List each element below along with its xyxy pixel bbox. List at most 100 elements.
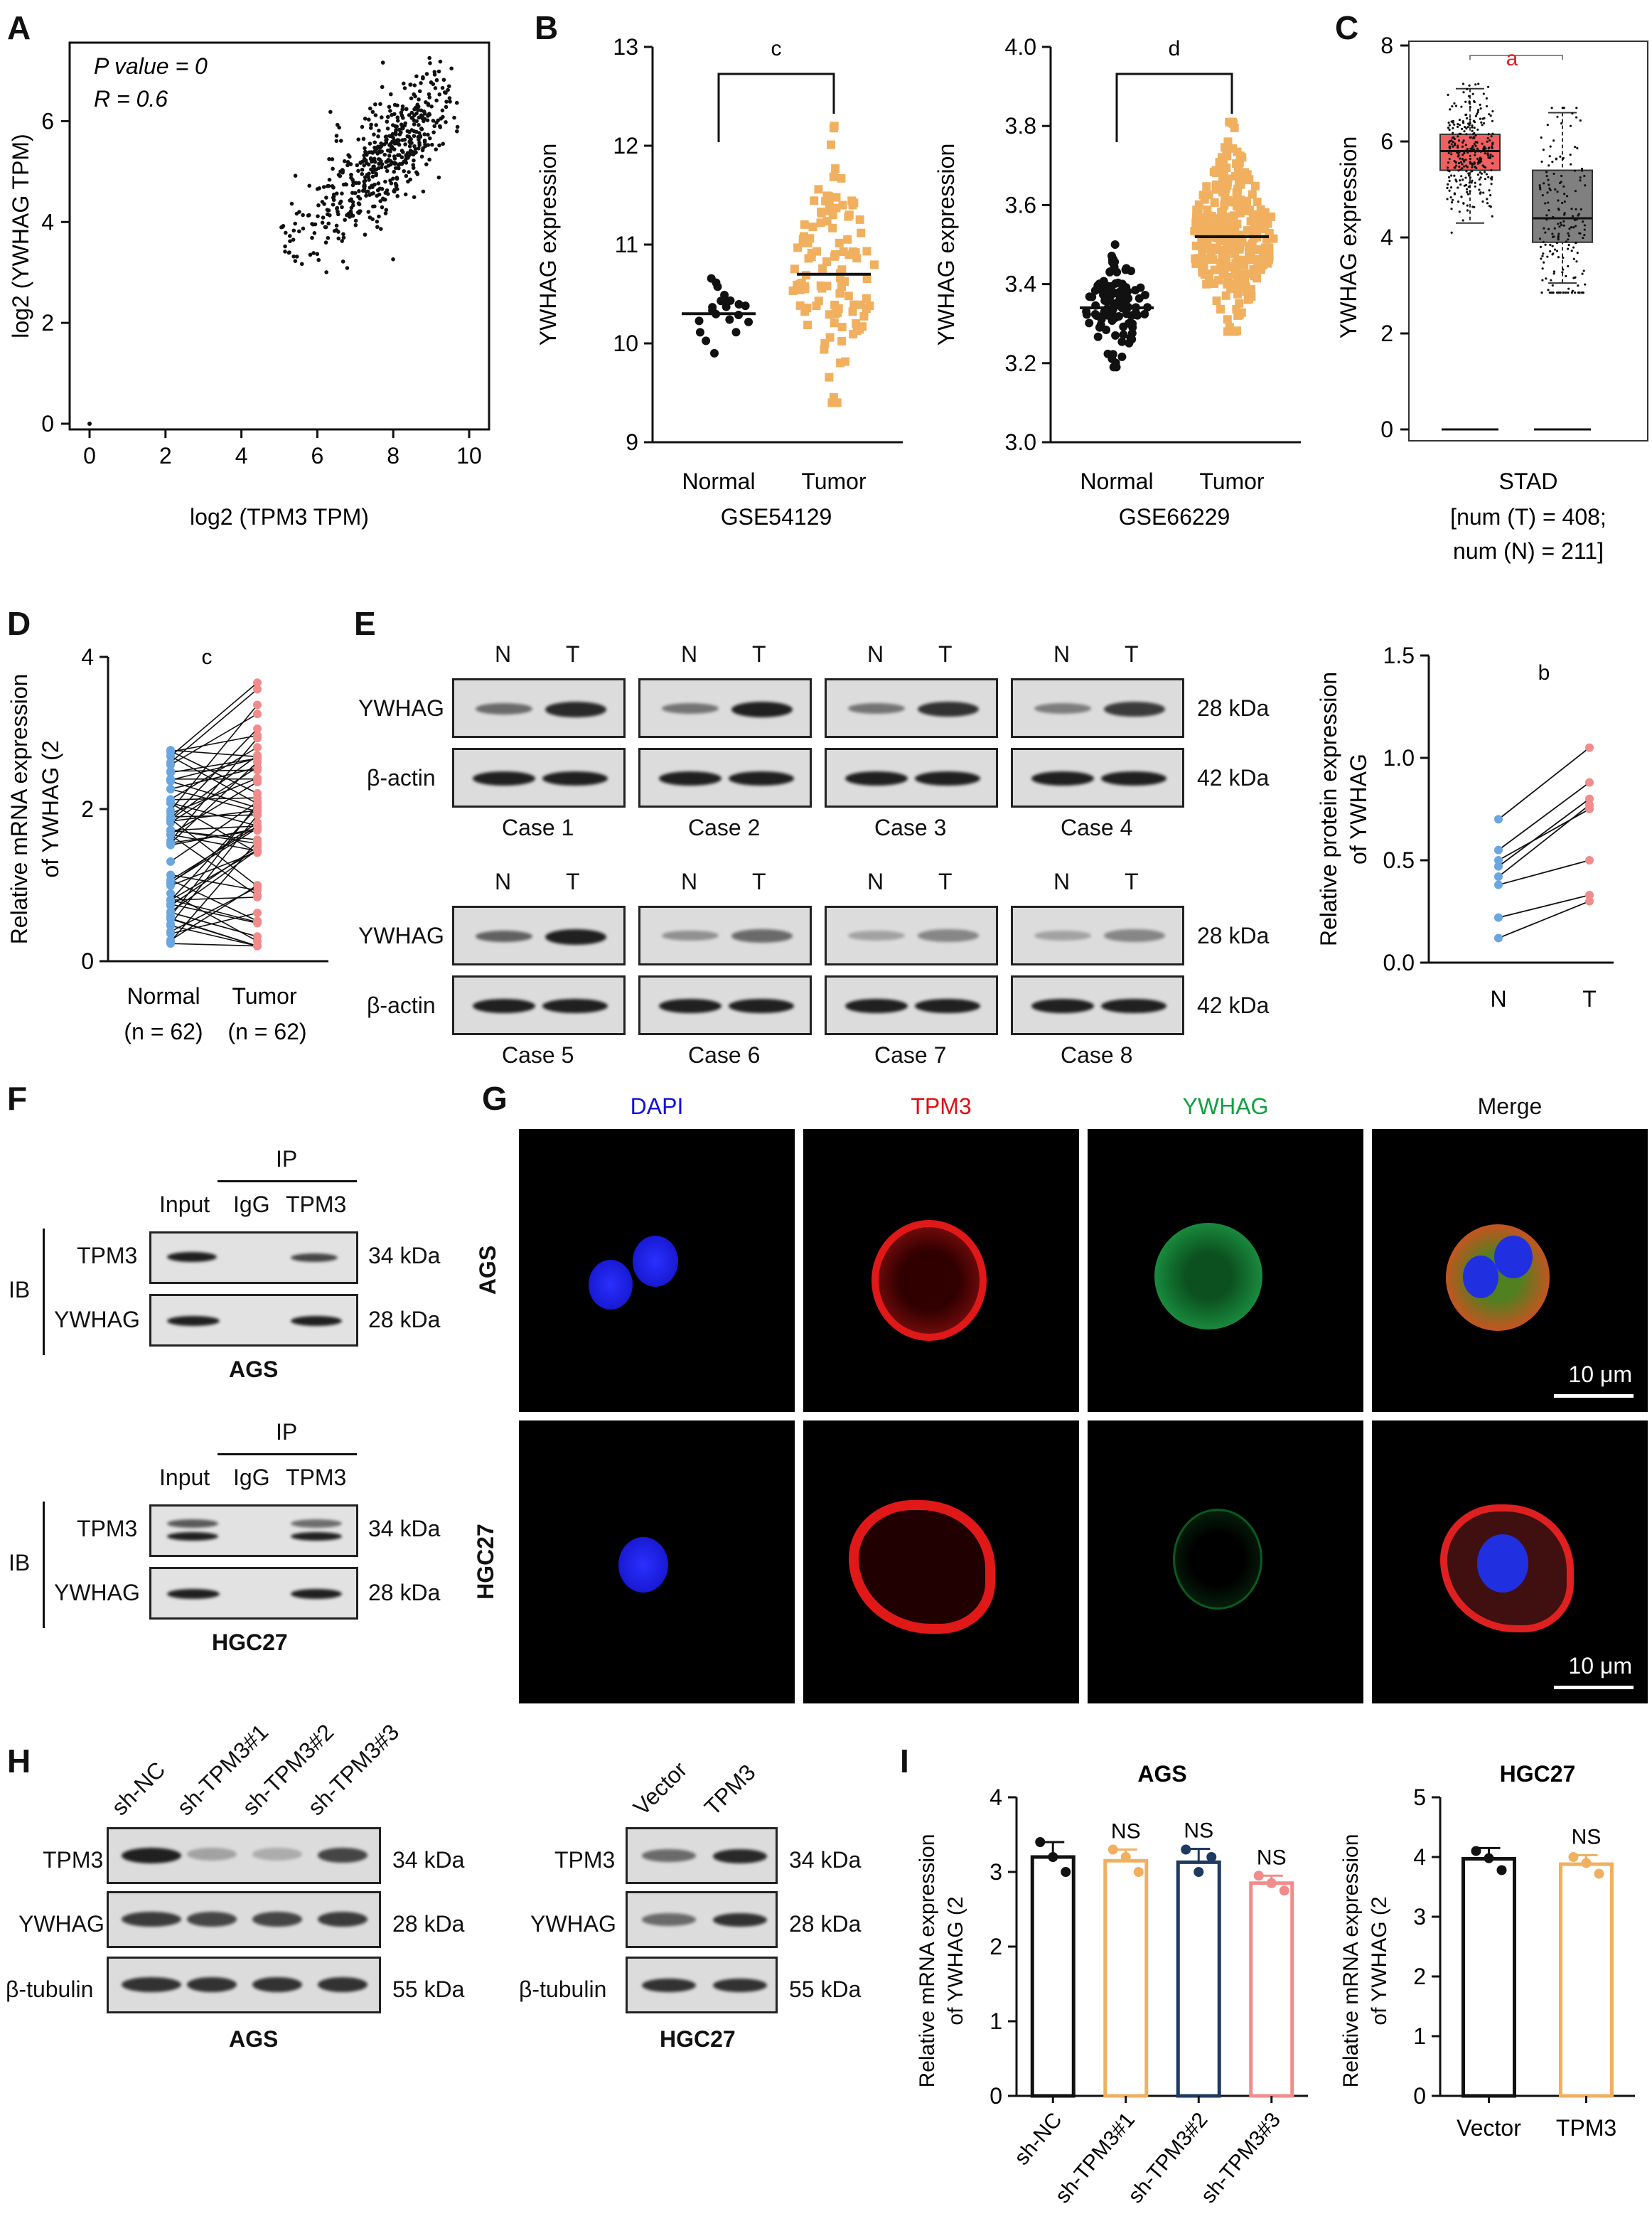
plot-frame (68, 41, 490, 431)
num-t-label: [num (T) = 408; (1450, 504, 1607, 530)
data-point (1218, 207, 1227, 216)
data-point (1555, 291, 1559, 294)
data-point (1469, 157, 1471, 161)
lane-label-t: T (752, 641, 766, 667)
data-point (1192, 213, 1201, 222)
data-point (1473, 142, 1476, 145)
data-point (1552, 139, 1555, 142)
case-label: Case 2 (688, 815, 761, 840)
y-axis-label: log2 (YWHAG TPM) (8, 134, 33, 338)
data-point (1538, 237, 1542, 240)
data-point (1542, 148, 1545, 151)
data-point (1583, 228, 1586, 231)
y-tick-label: 12 (613, 133, 638, 159)
data-point (253, 821, 262, 830)
data-point (356, 201, 361, 205)
data-point (1448, 124, 1451, 127)
data-point (382, 152, 387, 157)
data-point (1466, 126, 1469, 129)
data-point (1467, 122, 1470, 125)
data-point (280, 225, 285, 230)
band (731, 929, 793, 943)
pair-line (170, 849, 258, 901)
data-point (1466, 148, 1469, 151)
nucleus (1477, 1534, 1528, 1593)
data-point (1562, 291, 1565, 294)
data-point (372, 204, 377, 209)
data-point (1466, 204, 1469, 207)
data-point (1471, 144, 1474, 148)
data-point (340, 168, 345, 173)
data-point (1467, 172, 1470, 175)
y-axis-label: Relative protein expression (1316, 672, 1341, 946)
pair-line (170, 688, 258, 763)
y-axis-label: of YWHAG (2 (1368, 1896, 1391, 2025)
data-point (1447, 161, 1450, 164)
data-point (1461, 163, 1464, 166)
data-point (1262, 249, 1272, 258)
significance-bracket (717, 73, 835, 142)
data-point (385, 148, 390, 153)
y-axis-label: Relative mRNA expression (6, 674, 32, 945)
band (918, 702, 979, 717)
data-point (365, 152, 369, 157)
ns-label: NS (1111, 1820, 1141, 1844)
data-point (331, 198, 336, 203)
y-tick-label: 2 (41, 310, 54, 336)
y-tick-label: 0 (1413, 2083, 1426, 2109)
data-point (1466, 191, 1469, 193)
data-point (1474, 121, 1476, 124)
data-point (315, 252, 320, 257)
data-point (1576, 252, 1579, 255)
band (1034, 703, 1091, 714)
data-point (349, 172, 353, 177)
data-point (1222, 164, 1231, 173)
data-point (1100, 308, 1109, 317)
data-point (1490, 135, 1493, 138)
lane-label: Input (159, 1192, 210, 1217)
data-point (397, 166, 401, 171)
data-point (1248, 190, 1257, 199)
lane-label: IgG (233, 1465, 270, 1490)
data-point (1470, 181, 1473, 184)
data-point (360, 172, 365, 176)
data-point (1478, 178, 1481, 181)
data-point (418, 134, 423, 139)
band (318, 1977, 368, 1993)
data-point (1243, 295, 1253, 304)
data-point (1452, 132, 1454, 134)
data-point (1544, 231, 1547, 234)
data-point (1476, 157, 1479, 160)
data-point (1494, 862, 1503, 871)
data-point (1181, 1844, 1191, 1855)
data-point (1551, 284, 1554, 287)
data-point (1486, 137, 1489, 140)
lane-label: TPM3 (286, 1465, 347, 1490)
data-point (166, 895, 175, 904)
y-tick-label: 4 (989, 1784, 1002, 1810)
data-point (321, 185, 326, 189)
data-point (415, 171, 419, 176)
data-point (1491, 155, 1494, 158)
pair-line (170, 781, 258, 835)
significance-bracket (1115, 73, 1233, 142)
kda-label: 28 kDa (1197, 695, 1270, 721)
data-point (837, 282, 846, 291)
band (662, 703, 719, 715)
y-tick-label: 1.0 (1383, 745, 1415, 771)
data-point (831, 164, 840, 173)
data-point (369, 167, 373, 172)
data-point (417, 97, 421, 102)
band (167, 1252, 217, 1262)
data-point (301, 213, 305, 218)
data-point (1212, 296, 1221, 306)
data-point (1469, 122, 1471, 124)
data-point (377, 192, 382, 197)
band (473, 771, 535, 786)
data-point (1585, 794, 1594, 803)
data-point (407, 113, 412, 117)
data-point (1449, 146, 1452, 150)
data-point (406, 179, 410, 184)
x-tick-label: Tumor (232, 983, 297, 1009)
data-point (1279, 1885, 1289, 1896)
